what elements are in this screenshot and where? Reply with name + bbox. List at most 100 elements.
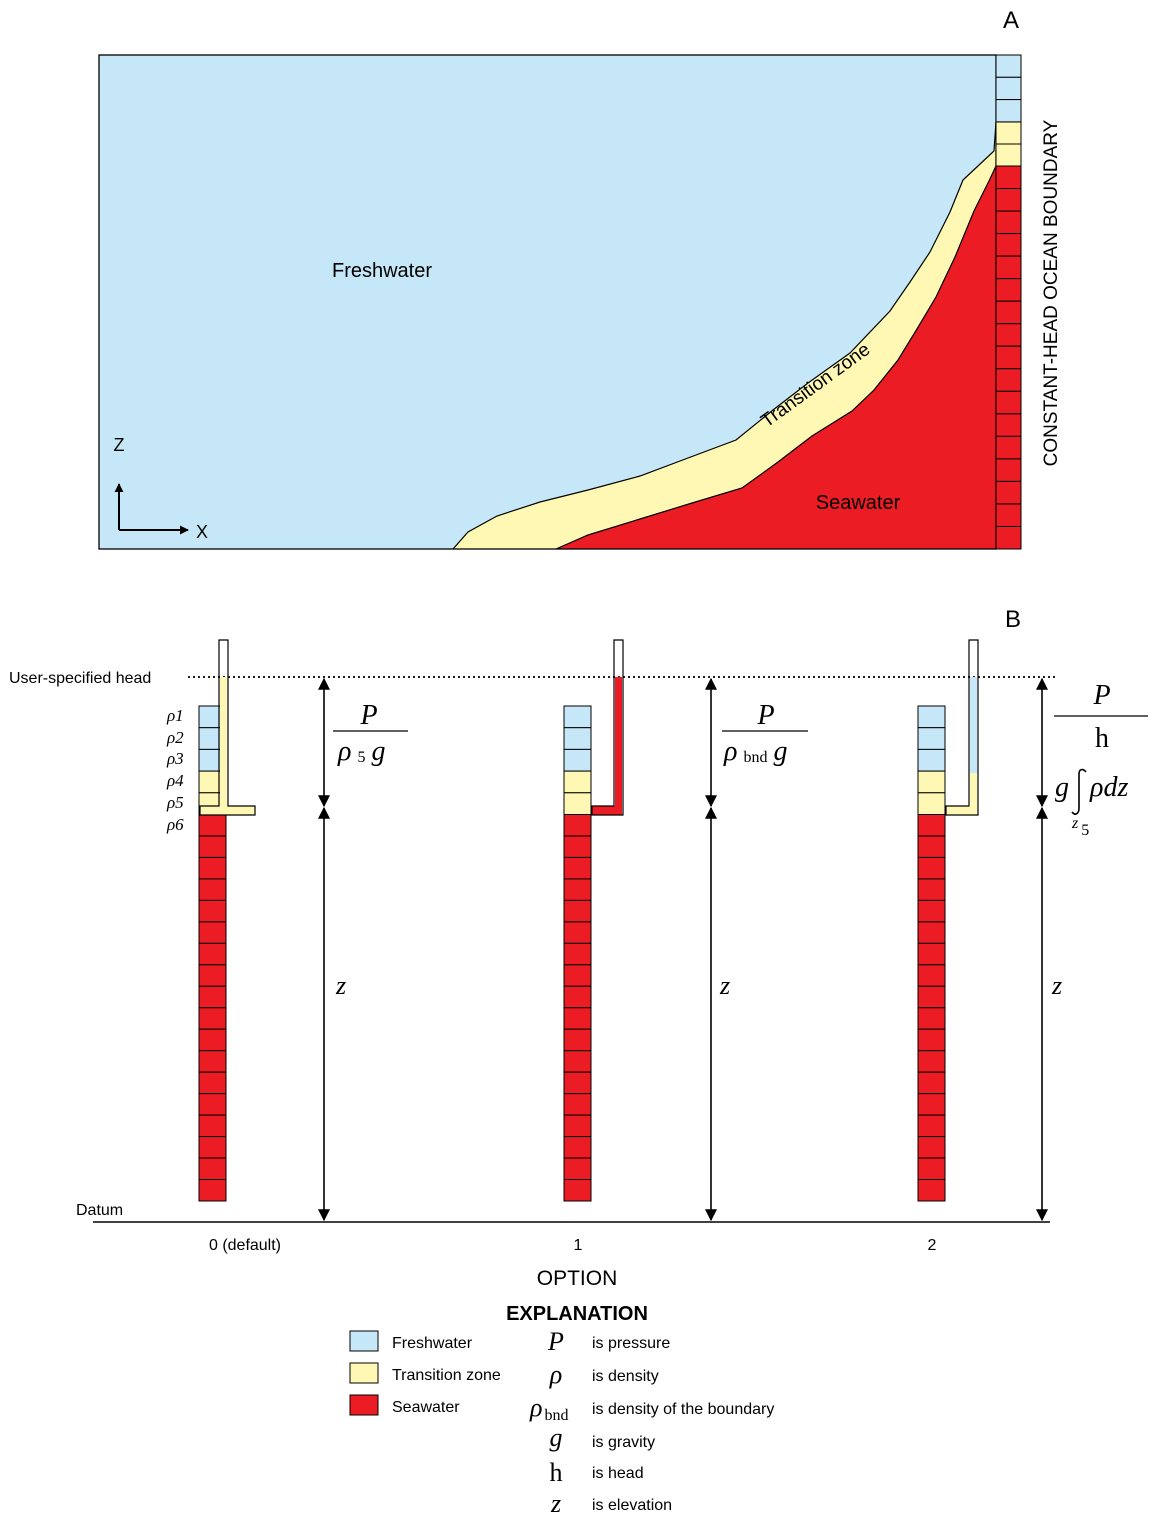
column-cell-seawater [563,985,592,1009]
column-cell-transition [917,770,946,794]
column-cell-seawater [198,942,227,966]
column-cell-seawater [563,1093,592,1116]
option-2-z-label: z [1051,971,1062,1000]
column-cell-seawater [198,899,227,923]
freshwater-legend-label: Freshwater [392,1335,473,1352]
boundary-cell-seawater [995,210,1022,235]
column-cell-seawater [563,856,592,880]
boundary-cell-transition [995,143,1022,167]
boundary-cell-seawater [995,278,1022,302]
eq2-integral-sign [1071,768,1087,815]
boundary-cell-freshwater [995,99,1022,123]
option-1-piezometer-foot-fill [592,806,622,815]
column-cell-transition [563,792,592,815]
symbol-boundary-density-desc: is density of the boundary [592,1401,774,1418]
freshwater-label: Freshwater [332,260,432,282]
symbol-head-desc: is head [592,1465,644,1482]
dimension-arrows [318,677,1048,1222]
symbol-boundary-density: ρ bnd [529,1393,568,1424]
column-cell-seawater [198,856,227,880]
column-cell-seawater [917,964,946,987]
option-2-piezometer-outline [945,639,979,816]
symbol-pressure: P [547,1327,564,1356]
column-cell-seawater [917,942,946,966]
rho-5-label: ρ5 [166,793,184,812]
eq1-denominator: ρ bnd g [723,736,787,767]
transition-swatch [349,1362,379,1384]
column-cell-seawater [198,835,227,858]
column-cell-seawater [563,1071,592,1095]
seawater-label: Seawater [816,492,901,514]
explanation-title: EXPLANATION [506,1303,648,1325]
symbol-gravity: g [550,1423,563,1452]
column-cell-seawater [198,1136,227,1159]
column-cell-seawater [198,814,227,837]
symbol-head: h [550,1458,563,1487]
column-cell-seawater [917,1028,946,1052]
panel-a-label: A [1003,7,1019,34]
option-2-piezometer-trans-fill [970,773,977,806]
eq2-head: h [1095,723,1109,754]
option-0-piezometer-foot-fill [200,806,255,815]
boundary-cell-freshwater [995,76,1022,101]
column-cell-seawater [917,856,946,880]
user-specified-head-label: User-specified head [9,670,151,687]
rho-6-label: ρ6 [166,815,184,834]
column-cell-seawater [563,942,592,966]
column-cell-seawater [563,1136,592,1159]
panel-a: A Freshwater Transition zone Seawater CO… [98,7,1062,550]
column-cell-seawater [917,921,946,944]
ocean-boundary-label: CONSTANT-HEAD OCEAN BOUNDARY [1041,119,1062,466]
column-cell-seawater [198,1028,227,1052]
column-cell-seawater [917,1050,946,1073]
symbol-pressure-desc: is pressure [592,1335,670,1352]
column-cell-seawater [563,814,592,837]
z-axis-label: Z [114,435,125,455]
column-cell-freshwater [917,705,946,729]
column-cell-freshwater [917,748,946,772]
option-2-piezometer-foot-fill [946,806,977,815]
column-cell-seawater [917,835,946,858]
column-cell-seawater [563,921,592,944]
option-0-piezometer-fill [220,677,227,806]
rho-4-label: ρ4 [166,771,184,790]
column-cell-freshwater [917,727,946,750]
column-cell-seawater [198,964,227,987]
eq2-gravity: g [1055,772,1069,803]
rho-1-label: ρ1 [166,706,184,725]
boundary-cell-seawater [995,323,1022,347]
column-cell-freshwater [563,748,592,772]
eq0-numerator: P [359,700,377,731]
symbol-elevation-desc: is elevation [592,1497,672,1514]
explanation-legend: EXPLANATION Freshwater Transition zone S… [349,1303,774,1518]
datum-label: Datum [76,1202,123,1219]
column-cell-seawater [917,1157,946,1181]
column-cell-seawater [917,1179,946,1202]
boundary-cell-seawater [995,480,1022,505]
column-cell-seawater [917,899,946,923]
option-0-label: 0 (default) [209,1237,281,1254]
column-cell-seawater [198,1157,227,1181]
x-axis-label: X [196,522,208,542]
boundary-cell-seawater [995,165,1022,190]
column-cell-seawater [563,1028,592,1052]
column-cell-seawater [917,878,946,901]
column-cell-seawater [563,1050,592,1073]
rho-2-label: ρ2 [166,728,184,747]
column-cell-transition [917,792,946,815]
column-cell-seawater [198,921,227,944]
ocean-boundary-cell-column [995,54,1022,550]
column-cell-seawater [917,985,946,1009]
rho-3-label: ρ3 [166,749,184,768]
option-2-label: 2 [928,1237,937,1254]
transition-legend-label: Transition zone [392,1367,501,1384]
symbol-gravity-desc: is gravity [592,1434,655,1451]
boundary-cell-seawater [995,503,1022,527]
column-cell-seawater [563,835,592,858]
column-cell-seawater [198,1179,227,1202]
boundary-cell-seawater [995,233,1022,257]
